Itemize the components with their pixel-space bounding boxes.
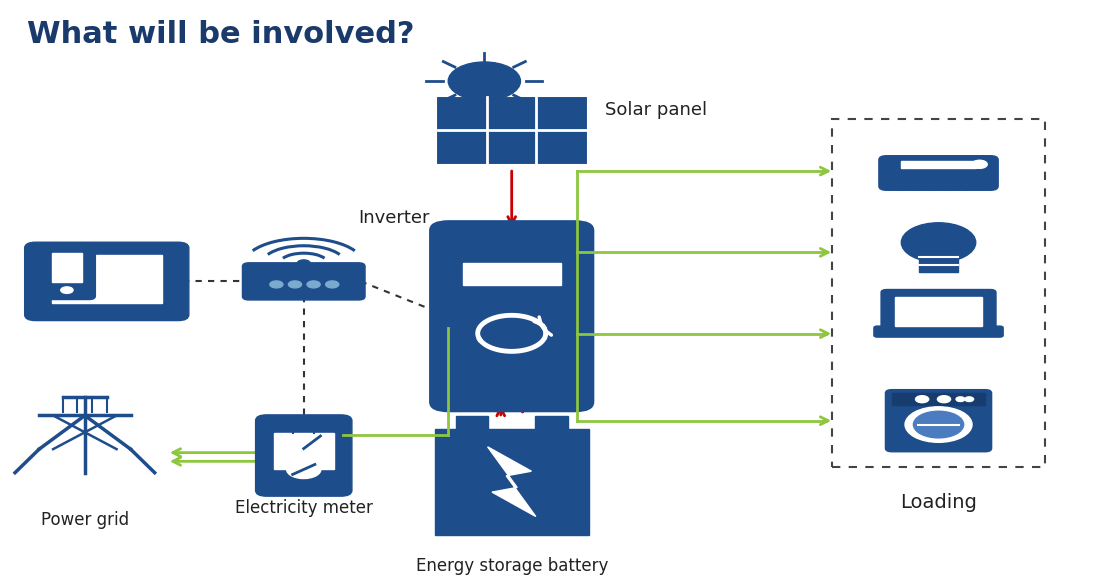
Circle shape xyxy=(913,411,964,438)
Text: Solar panel: Solar panel xyxy=(605,101,707,119)
Circle shape xyxy=(956,397,965,401)
FancyBboxPatch shape xyxy=(429,220,594,413)
FancyBboxPatch shape xyxy=(52,255,162,303)
Text: Electricity meter: Electricity meter xyxy=(234,499,373,517)
Circle shape xyxy=(307,281,320,288)
FancyBboxPatch shape xyxy=(536,415,568,431)
FancyBboxPatch shape xyxy=(28,273,35,289)
FancyBboxPatch shape xyxy=(901,161,976,168)
FancyBboxPatch shape xyxy=(52,253,82,282)
FancyBboxPatch shape xyxy=(434,429,588,534)
FancyBboxPatch shape xyxy=(895,297,982,326)
FancyBboxPatch shape xyxy=(886,390,991,452)
FancyBboxPatch shape xyxy=(255,415,352,496)
Text: Inverter: Inverter xyxy=(359,209,430,227)
Text: Energy storage battery: Energy storage battery xyxy=(416,557,608,575)
Text: Loading: Loading xyxy=(900,493,977,512)
FancyBboxPatch shape xyxy=(918,265,958,272)
Circle shape xyxy=(915,396,928,403)
Circle shape xyxy=(965,397,974,401)
FancyBboxPatch shape xyxy=(918,257,958,265)
FancyBboxPatch shape xyxy=(455,415,488,431)
Circle shape xyxy=(901,223,976,263)
FancyBboxPatch shape xyxy=(873,326,1003,337)
Circle shape xyxy=(287,461,321,479)
FancyBboxPatch shape xyxy=(39,243,96,299)
Circle shape xyxy=(270,281,283,288)
Circle shape xyxy=(972,160,987,168)
Polygon shape xyxy=(487,447,536,516)
Text: What will be involved?: What will be involved? xyxy=(26,20,415,49)
Circle shape xyxy=(60,287,73,294)
FancyBboxPatch shape xyxy=(274,432,333,469)
FancyBboxPatch shape xyxy=(178,273,186,289)
Text: Power grid: Power grid xyxy=(41,510,129,529)
Circle shape xyxy=(905,407,972,442)
FancyBboxPatch shape xyxy=(436,96,587,165)
FancyBboxPatch shape xyxy=(918,250,958,258)
Circle shape xyxy=(448,62,520,100)
Circle shape xyxy=(326,281,339,288)
FancyBboxPatch shape xyxy=(24,242,189,321)
Circle shape xyxy=(937,396,950,403)
FancyBboxPatch shape xyxy=(892,393,984,406)
FancyBboxPatch shape xyxy=(879,156,998,190)
FancyBboxPatch shape xyxy=(242,263,365,300)
FancyBboxPatch shape xyxy=(881,289,996,333)
Circle shape xyxy=(297,260,310,267)
FancyBboxPatch shape xyxy=(463,263,561,285)
Circle shape xyxy=(288,281,301,288)
